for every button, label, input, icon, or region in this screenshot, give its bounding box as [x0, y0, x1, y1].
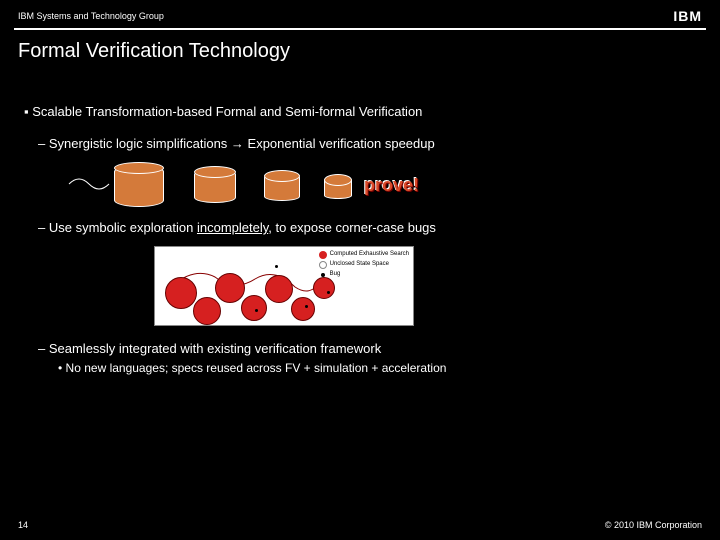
header-rule — [14, 28, 706, 30]
state-circle — [193, 297, 221, 325]
diagram2-legend: Computed Exhaustive Search Unclosed State… — [319, 251, 409, 281]
bullet-sub-3: – Seamlessly integrated with existing ve… — [38, 340, 696, 358]
copyright: © 2010 IBM Corporation — [605, 520, 702, 530]
sub2-post: , to expose corner-case bugs — [268, 220, 436, 235]
state-circle — [291, 297, 315, 321]
legend-label: Bug — [330, 271, 341, 279]
sub1-post: Exponential verification speedup — [244, 136, 435, 151]
squiggle-line — [64, 159, 114, 209]
state-circle — [165, 277, 197, 309]
sub1-arrow: → — [231, 136, 244, 151]
legend-swatch — [319, 261, 327, 269]
state-space-diagram: Computed Exhaustive Search Unclosed State… — [154, 246, 414, 326]
sub3-text: Seamlessly integrated with existing veri… — [49, 341, 381, 356]
cylinder — [114, 165, 164, 207]
slide-header: IBM Systems and Technology Group IBM — [0, 0, 720, 28]
legend-swatch — [319, 251, 327, 259]
page-number: 14 — [18, 520, 28, 530]
cylinder — [324, 177, 352, 199]
legend-item: Computed Exhaustive Search — [319, 251, 409, 259]
state-circle — [215, 273, 245, 303]
cylinder — [264, 173, 300, 201]
legend-item: Bug — [319, 271, 409, 279]
squiggle-path — [69, 179, 109, 189]
legend-label: Computed Exhaustive Search — [330, 251, 409, 259]
cylinder-diagram: prove! — [64, 159, 696, 209]
bug-dot — [275, 265, 278, 268]
legend-swatch — [321, 273, 325, 277]
bullet-sub-2: – Use symbolic exploration incompletely,… — [38, 219, 696, 237]
sub2-pre: Use symbolic exploration — [49, 220, 197, 235]
legend-label: Unclosed State Space — [330, 261, 389, 269]
bullet-main: ▪ Scalable Transformation-based Formal a… — [24, 103, 696, 121]
legend-item: Unclosed State Space — [319, 261, 409, 269]
sub2-emphasis: incompletely — [197, 220, 268, 235]
bullet-main-text: Scalable Transformation-based Formal and… — [32, 104, 422, 119]
sub3b-text: No new languages; specs reused across FV… — [66, 361, 447, 375]
bullet-sub-3b: • No new languages; specs reused across … — [58, 360, 696, 377]
bug-dot — [327, 291, 330, 294]
bug-dot — [255, 309, 258, 312]
state-circle — [265, 275, 293, 303]
bug-dot — [305, 305, 308, 308]
state-circle — [241, 295, 267, 321]
sub1-pre: Synergistic logic simplifications — [49, 136, 231, 151]
ibm-logo: IBM — [673, 8, 702, 24]
slide-title: Formal Verification Technology — [0, 36, 720, 63]
slide-content: ▪ Scalable Transformation-based Formal a… — [0, 63, 720, 377]
bullet-sub-1: – Synergistic logic simplifications → Ex… — [38, 135, 696, 153]
prove-label: prove! — [364, 173, 419, 198]
group-label: IBM Systems and Technology Group — [18, 11, 164, 21]
cylinder — [194, 169, 236, 203]
